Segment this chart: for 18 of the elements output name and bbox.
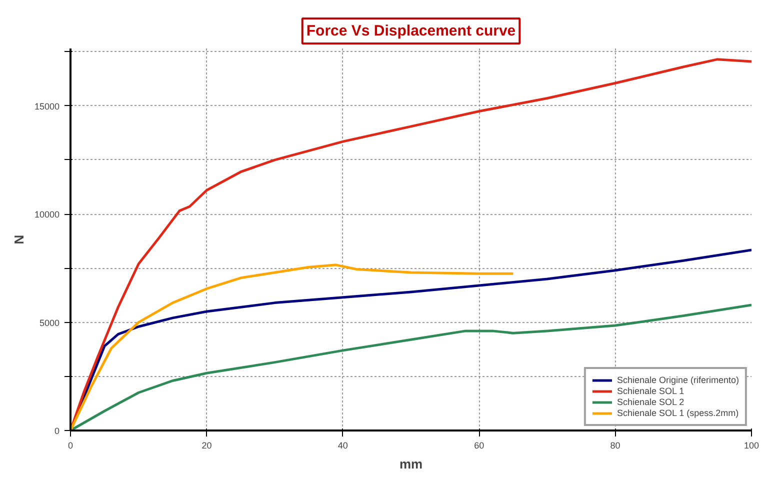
chart-title: Force Vs Displacement curve <box>306 22 516 40</box>
x-tick-label: 80 <box>610 440 620 450</box>
x-tick-label: 60 <box>474 440 484 450</box>
legend-label: Schienale SOL 1 (spess.2mm) <box>616 408 739 418</box>
x-tick-label: 20 <box>202 440 212 450</box>
legend-label: Schienale SOL 1 <box>616 386 684 396</box>
x-tick-label: 40 <box>338 440 348 450</box>
legend-label: Schienale SOL 2 <box>616 397 684 407</box>
line-series <box>70 264 514 430</box>
x-tick-label: 0 <box>68 440 74 450</box>
y-tick-label: 10000 <box>34 210 60 220</box>
y-tick-label: 15000 <box>34 101 60 112</box>
y-axis-title: N <box>11 234 26 244</box>
x-axis-title: mm <box>399 456 423 472</box>
y-tick-label: 5000 <box>39 318 60 328</box>
legend-label: Schienale Origine (riferimento) <box>616 375 739 385</box>
y-tick-label: 0 <box>54 426 60 436</box>
x-tick-label: 100 <box>744 440 760 450</box>
